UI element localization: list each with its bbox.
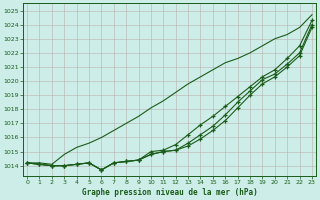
X-axis label: Graphe pression niveau de la mer (hPa): Graphe pression niveau de la mer (hPa): [82, 188, 257, 197]
